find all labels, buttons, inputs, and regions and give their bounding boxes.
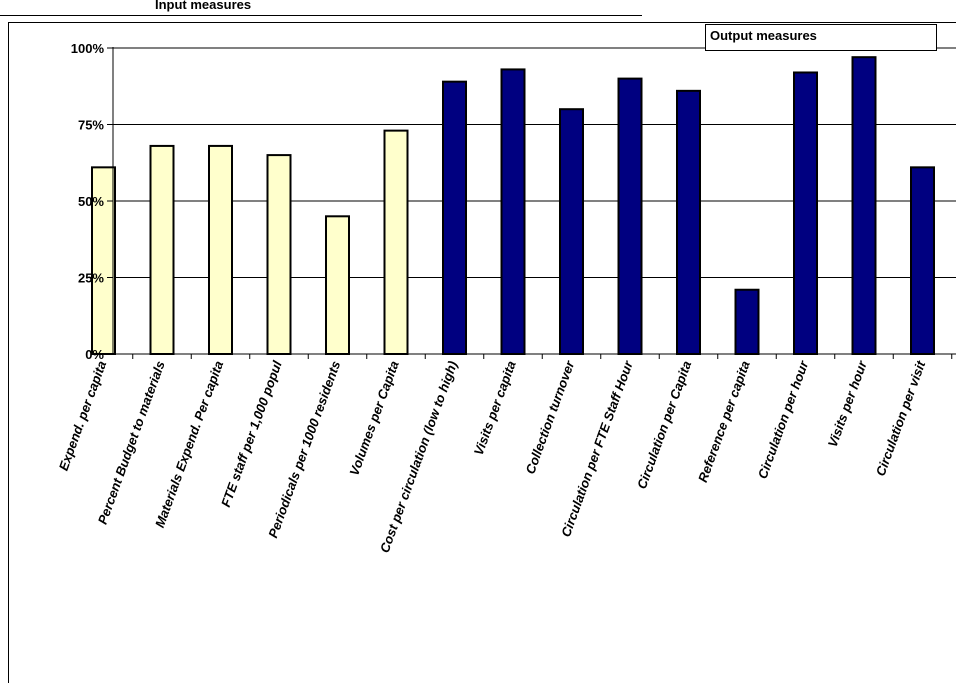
x-tick-label: Reference per capita: [695, 359, 753, 484]
bar-3: [208, 144, 233, 355]
y-tick-label: 50%: [78, 194, 104, 209]
bar-chart: 0% 25% 50% 75% 100% Expend. per capitaPercen…: [56, 41, 956, 555]
axes: [107, 47, 956, 359]
bar-1: [91, 166, 116, 355]
x-tick-label: Expend. per capita: [56, 359, 110, 473]
chart-frame: [8, 22, 956, 683]
bar-14: [851, 56, 877, 356]
y-tick-label: 0%: [85, 347, 104, 362]
bar-4: [266, 154, 292, 355]
x-tick-label: Visits per capita: [471, 359, 519, 457]
bar-9: [559, 108, 584, 355]
x-tick-label: Periodicals per 1000 residents: [265, 359, 343, 540]
header-divider: [0, 15, 642, 16]
x-tick-label: Circulation per FTE Staff Hour: [558, 358, 636, 539]
x-tick-label: Volumes per Capita: [346, 359, 401, 478]
bars: [91, 56, 935, 356]
x-tick-label: Visits per hour: [825, 358, 870, 449]
input-measures-label: Input measures: [155, 0, 252, 12]
gridlines: [113, 47, 956, 278]
bar-6: [383, 129, 409, 355]
bar-12: [734, 288, 760, 355]
x-tick-label: Circulation per Capita: [634, 359, 694, 491]
y-tick-labels: 0% 25% 50% 75% 100%: [71, 41, 105, 362]
bar-7: [442, 80, 467, 355]
x-tick-label: Circulation per hour: [755, 358, 812, 481]
y-tick-label: 75%: [78, 118, 104, 133]
bar-10: [617, 77, 643, 355]
y-tick-label: 100%: [71, 41, 105, 56]
x-tick-label: FTE staff per 1,000 popul: [218, 359, 285, 510]
x-tick-label: Collection turnover: [522, 358, 577, 476]
output-measures-label: Output measures: [705, 24, 937, 51]
bar-15: [910, 166, 935, 355]
bar-8: [500, 68, 526, 355]
bar-2: [149, 144, 175, 355]
x-tick-label: Percent Budget to materials: [95, 359, 168, 526]
y-tick-label: 25%: [78, 271, 104, 286]
bar-5: [325, 215, 350, 355]
x-tick-label: Materials Expend. Per capita: [152, 359, 226, 530]
bar-11: [676, 89, 701, 355]
x-tick-label: Circulation per visit: [873, 358, 929, 478]
bar-13: [793, 71, 818, 355]
